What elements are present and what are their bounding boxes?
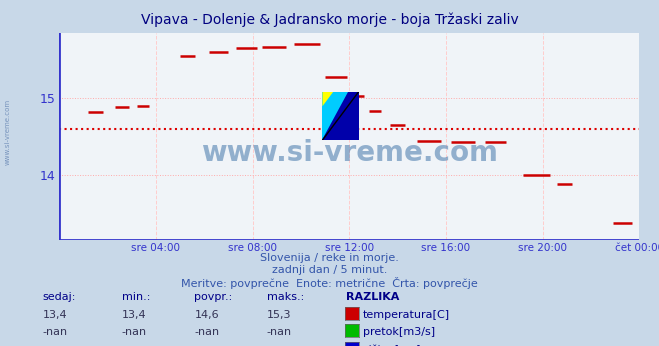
Text: 15,3: 15,3 xyxy=(267,310,291,320)
Text: www.si-vreme.com: www.si-vreme.com xyxy=(201,139,498,167)
Text: -nan: -nan xyxy=(267,344,292,346)
Text: temperatura[C]: temperatura[C] xyxy=(363,310,450,320)
Polygon shape xyxy=(322,92,358,140)
Text: -nan: -nan xyxy=(43,327,68,337)
Text: Vipava - Dolenje & Jadransko morje - boja Tržaski zaliv: Vipava - Dolenje & Jadransko morje - boj… xyxy=(140,12,519,27)
Text: sedaj:: sedaj: xyxy=(43,292,76,302)
Text: -nan: -nan xyxy=(43,344,68,346)
Polygon shape xyxy=(322,92,348,140)
Text: 13,4: 13,4 xyxy=(43,310,67,320)
Text: -nan: -nan xyxy=(122,327,147,337)
Text: -nan: -nan xyxy=(194,327,219,337)
Text: www.si-vreme.com: www.si-vreme.com xyxy=(5,98,11,165)
Text: Slovenija / reke in morje.: Slovenija / reke in morje. xyxy=(260,253,399,263)
Text: -nan: -nan xyxy=(122,344,147,346)
Text: RAZLIKA: RAZLIKA xyxy=(346,292,399,302)
Text: -nan: -nan xyxy=(194,344,219,346)
Text: 13,4: 13,4 xyxy=(122,310,146,320)
Text: pretok[m3/s]: pretok[m3/s] xyxy=(363,327,435,337)
Text: Meritve: povprečne  Enote: metrične  Črta: povprečje: Meritve: povprečne Enote: metrične Črta:… xyxy=(181,277,478,289)
Text: 14,6: 14,6 xyxy=(194,310,219,320)
Text: min.:: min.: xyxy=(122,292,150,302)
Text: povpr.:: povpr.: xyxy=(194,292,233,302)
Text: maks.:: maks.: xyxy=(267,292,304,302)
Text: -nan: -nan xyxy=(267,327,292,337)
Polygon shape xyxy=(322,92,333,106)
Text: višina[cm]: višina[cm] xyxy=(363,344,422,346)
Text: zadnji dan / 5 minut.: zadnji dan / 5 minut. xyxy=(272,265,387,275)
